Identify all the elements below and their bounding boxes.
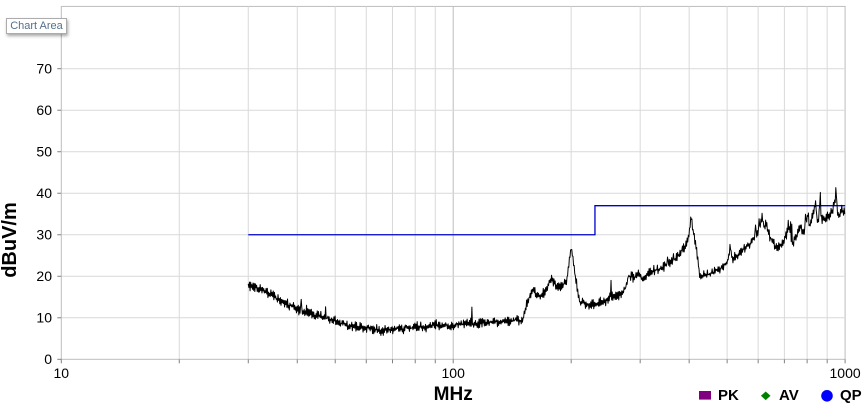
svg-text:60: 60: [36, 102, 52, 118]
svg-text:AV: AV: [779, 387, 799, 404]
svg-text:1000: 1000: [830, 365, 861, 381]
svg-text:10: 10: [36, 310, 52, 326]
svg-text:QP: QP: [840, 387, 862, 404]
svg-text:40: 40: [36, 185, 52, 201]
svg-text:50: 50: [36, 144, 52, 160]
svg-text:dBuV/m: dBuV/m: [0, 202, 21, 278]
svg-text:20: 20: [36, 268, 52, 284]
svg-text:70: 70: [36, 61, 52, 77]
svg-text:30: 30: [36, 227, 52, 243]
svg-text:0: 0: [44, 351, 52, 367]
svg-text:100: 100: [442, 365, 466, 381]
svg-text:PK: PK: [718, 387, 739, 404]
svg-text:10: 10: [54, 365, 70, 381]
svg-text:MHz: MHz: [434, 384, 473, 405]
